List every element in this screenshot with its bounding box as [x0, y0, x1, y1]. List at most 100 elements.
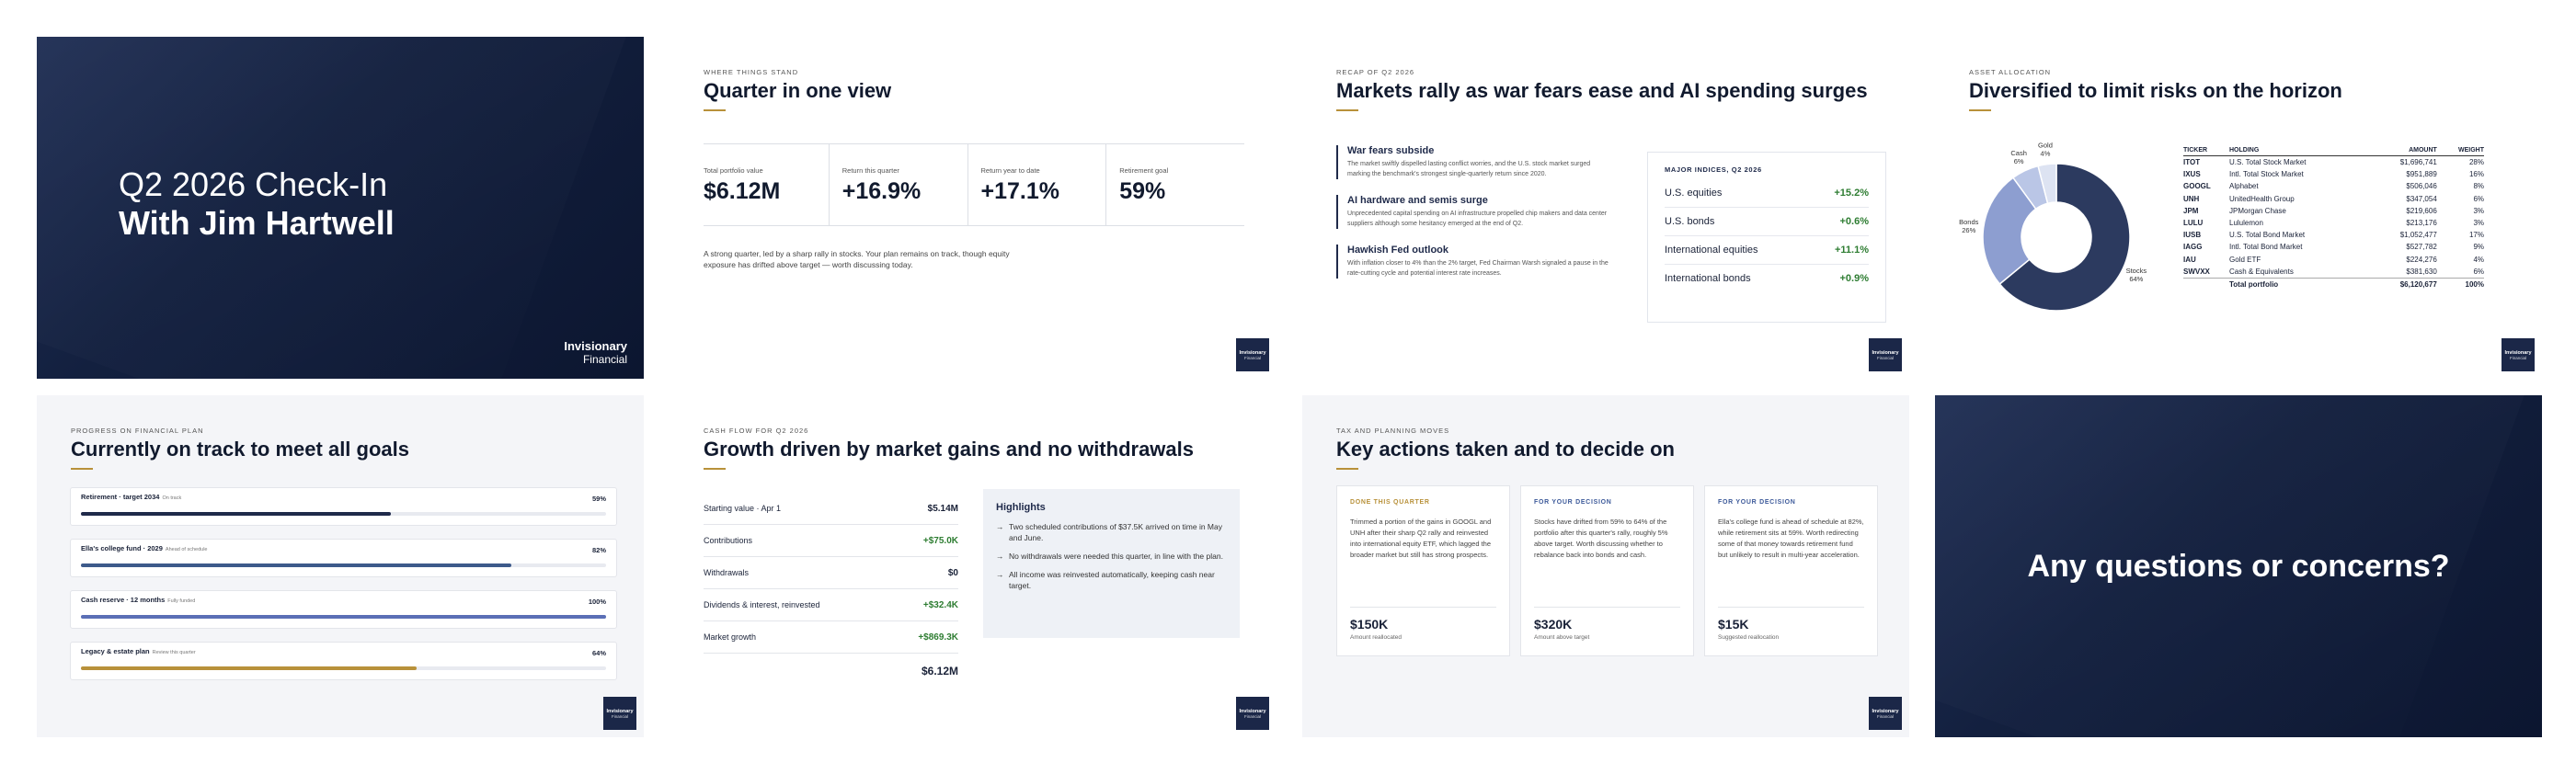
- holding-cell: ITOT: [2183, 158, 2201, 167]
- highlight-item: Two scheduled contributions of $37.5K ar…: [996, 522, 1227, 544]
- action-card: FOR YOUR DECISION Stocks have drifted fro…: [1520, 485, 1694, 656]
- holding-cell: Intl. Total Bond Market: [2229, 243, 2303, 252]
- flow-row: Market growth +$869.3K: [704, 621, 958, 654]
- eyebrow: CASH FLOW FOR Q2 2026: [704, 427, 809, 435]
- holding-cell: IAGG: [2183, 243, 2203, 252]
- story-body: Unprecedented capital spending on AI inf…: [1347, 211, 1608, 227]
- metric: Return year to date +17.1%: [967, 144, 1106, 225]
- goal-percent: 100%: [588, 598, 606, 606]
- goal-status: Review this quarter: [152, 650, 196, 655]
- progress-bar: [81, 563, 512, 567]
- brand-logo: Invisionary Financial: [564, 339, 627, 366]
- brand-name: Invisionary: [1239, 349, 1266, 356]
- header-row: TICKER HOLDING AMOUNT WEIGHT: [2183, 145, 2484, 156]
- metric-label: Return year to date: [980, 166, 1040, 175]
- story-body: The market swiftly dispelled lasting con…: [1347, 161, 1591, 177]
- holding-cell: IXUS: [2183, 170, 2201, 179]
- flow-row: Contributions +$75.0K: [704, 525, 958, 557]
- goal-percent: 64%: [591, 649, 606, 657]
- holding-row: IAU Gold ETF $224,276 4%: [2183, 254, 2484, 266]
- slide-title: Markets rally as war fears ease and AI s…: [1336, 79, 1868, 102]
- action-tag: FOR YOUR DECISION: [1718, 499, 1796, 506]
- holding-cell: 8%: [2473, 182, 2484, 191]
- holding-row: IXUS Intl. Total Stock Market $951,889 16%: [2183, 168, 2484, 180]
- action-card: FOR YOUR DECISION Ella's college fund is …: [1704, 485, 1878, 656]
- goal-title: Legacy & estate plan: [81, 647, 150, 655]
- holding-cell: $527,782: [2406, 243, 2437, 252]
- action-card: DONE THIS QUARTER Trimmed a portion of th…: [1336, 485, 1510, 656]
- brand-logo: Invisionary Financial: [1869, 338, 1902, 371]
- holding-cell: 28%: [2468, 158, 2484, 167]
- brand-logo: Invisionary Financial: [1236, 338, 1269, 371]
- overview-slide: WHERE THINGS STAND Quarter in one view Inv…: [670, 37, 1277, 379]
- donut-segment: [2037, 163, 2057, 205]
- title-rule: [71, 468, 93, 470]
- flow-value: $0: [947, 567, 958, 578]
- holding-cell: Alphabet: [2229, 182, 2259, 191]
- brand-logo: Invisionary Financial: [603, 697, 636, 730]
- segment-label: Stocks: [2126, 267, 2147, 275]
- action-caption: Amount reallocated: [1350, 634, 1402, 641]
- holding-cell: $219,606: [2406, 206, 2437, 215]
- flow-row: Withdrawals $0: [704, 557, 958, 589]
- action-tag: DONE THIS QUARTER: [1350, 499, 1430, 506]
- metric-value: +16.9%: [841, 178, 922, 204]
- highlight-item: No withdrawals were needed this quarter,…: [996, 552, 1227, 563]
- action-caption: Amount above target: [1534, 634, 1590, 641]
- donut-segment: [1998, 163, 2131, 312]
- total-row: Total portfolio $6,120,677 100%: [2183, 277, 2484, 291]
- brand-sub: Financial: [1243, 355, 1261, 360]
- progress-track: [81, 615, 606, 619]
- cover-slide: Q2 2026 Check-In With Jim Hartwell Invisio…: [37, 37, 644, 379]
- story-heading: Hawkish Fed outlook: [1347, 245, 1449, 256]
- total-cell: Total portfolio: [2229, 277, 2370, 291]
- action-tag: FOR YOUR DECISION: [1534, 499, 1612, 506]
- holding-cell: $213,176: [2406, 219, 2437, 228]
- index-return: +11.1%: [1834, 245, 1869, 256]
- index-row: U.S. equities +15.2%: [1665, 179, 1869, 208]
- flow-value: +$75.0K: [922, 535, 958, 546]
- flow-row: Starting value · Apr 1 $5.14M: [704, 493, 958, 525]
- actions-slide: TAX AND PLANNING MOVES Key actions taken …: [1302, 395, 1909, 737]
- holding-cell: 6%: [2473, 267, 2484, 276]
- market-slide: RECAP OF Q2 2026 Markets rally as war fea…: [1302, 37, 1909, 379]
- flow-label: Withdrawals: [704, 568, 750, 577]
- index-name: International equities: [1665, 245, 1758, 256]
- eyebrow: RECAP OF Q2 2026: [1336, 68, 1415, 76]
- index-return: +0.6%: [1839, 216, 1870, 227]
- holding-cell: 3%: [2473, 219, 2484, 228]
- goal-status: Fully funded: [167, 598, 196, 604]
- story-heading: AI hardware and semis surge: [1347, 195, 1488, 206]
- slide-title: Quarter in one view: [704, 79, 892, 102]
- story: War fears subside The market swiftly disp…: [1336, 145, 1612, 179]
- holding-cell: $506,046: [2406, 182, 2437, 191]
- holding-cell: 3%: [2473, 206, 2484, 215]
- flow-label: Dividends & interest, reinvested: [704, 600, 820, 609]
- ending-value: $6.12M: [921, 665, 958, 677]
- holding-cell: 17%: [2468, 231, 2484, 240]
- progress-bar: [81, 666, 418, 670]
- metric-label: Total portfolio value: [704, 166, 763, 175]
- metric: Total portfolio value $6.12M: [704, 144, 829, 225]
- slide-title: Currently on track to meet all goals: [71, 438, 409, 461]
- brand-name: Invisionary: [1239, 708, 1266, 714]
- eyebrow: ASSET ALLOCATION: [1969, 68, 2052, 76]
- column-header: HOLDING: [2229, 145, 2370, 156]
- eyebrow: WHERE THINGS STAND: [704, 68, 799, 76]
- allocation-slide: ASSET ALLOCATION Diversified to limit ris…: [1935, 37, 2542, 379]
- segment-value: 4%: [2041, 150, 2051, 158]
- title-rule: [1969, 109, 1991, 111]
- holding-cell: Lululemon: [2229, 219, 2263, 228]
- eyebrow: TAX AND PLANNING MOVES: [1336, 427, 1450, 435]
- flow-label: Market growth: [704, 632, 757, 642]
- index-name: U.S. bonds: [1665, 216, 1715, 227]
- brand-logo: Invisionary Financial: [2502, 338, 2535, 371]
- total-cell: $6,120,677: [2369, 277, 2437, 291]
- goal-name: Legacy & estate plan Review this quarter: [81, 647, 606, 655]
- goal-card: Legacy & estate plan Review this quarter 6…: [70, 642, 617, 680]
- action-amount: $15K: [1718, 617, 1749, 632]
- holding-cell: $347,054: [2406, 194, 2437, 203]
- brand-sub: Financial: [611, 713, 628, 719]
- closing-slide: Any questions or concerns?: [1935, 395, 2542, 737]
